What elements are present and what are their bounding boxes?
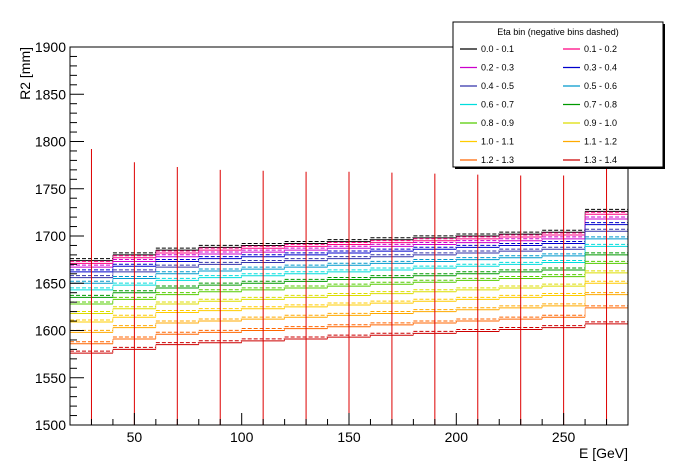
legend-shadow-bottom: [455, 167, 665, 169]
y-tick-label: 1750: [35, 181, 66, 197]
y-tick-label: 1850: [35, 86, 66, 102]
x-tick-label: 50: [127, 429, 143, 445]
legend-shadow: [663, 24, 665, 169]
y-tick-label: 1900: [35, 39, 66, 55]
legend-label: 0.9 - 1.0: [584, 118, 617, 128]
legend-label: 0.8 - 0.9: [481, 118, 514, 128]
y-tick-label: 1650: [35, 275, 66, 291]
legend-label: 1.2 - 1.3: [481, 155, 514, 165]
y-tick-label: 1800: [35, 134, 66, 150]
legend-label: 1.1 - 1.2: [584, 137, 617, 147]
x-axis-label: E [GeV]: [579, 445, 628, 461]
legend-label: 0.0 - 0.1: [481, 44, 514, 54]
y-tick-label: 1500: [35, 417, 66, 433]
legend-label: 0.6 - 0.7: [481, 100, 514, 110]
x-tick-label: 100: [230, 429, 254, 445]
legend-entries: 0.0 - 0.1 0.1 - 0.2 0.2 - 0.3 0.3 - 0.4 0.4 …: [460, 44, 617, 165]
legend-label: 0.5 - 0.6: [584, 81, 617, 91]
x-tick-label: 250: [552, 429, 576, 445]
legend-label: 0.2 - 0.3: [481, 63, 514, 73]
y-axis-label: R2 [mm]: [17, 47, 33, 100]
x-tick-label: 150: [337, 429, 361, 445]
legend-label: 0.3 - 0.4: [584, 63, 617, 73]
legend-label: 0.1 - 0.2: [584, 44, 617, 54]
error-bar-layer: [90, 149, 608, 425]
legend-label: 0.4 - 0.5: [481, 81, 514, 91]
legend: Eta bin (negative bins dashed) 0.0 - 0.1…: [452, 21, 665, 169]
legend-title: Eta bin (negative bins dashed): [497, 27, 619, 37]
legend-label: 0.7 - 0.8: [584, 100, 617, 110]
legend-box: [452, 21, 664, 168]
y-tick-label: 1700: [35, 228, 66, 244]
x-tick-label: 200: [445, 429, 469, 445]
y-tick-label: 1600: [35, 323, 66, 339]
legend-label: 1.0 - 1.1: [481, 137, 514, 147]
y-tick-label: 1550: [35, 370, 66, 386]
legend-label: 1.3 - 1.4: [584, 155, 617, 165]
axis-layer: 1500 1550 1600 1650 1700 1750 1800 1850 1900 50 10…: [35, 39, 629, 445]
